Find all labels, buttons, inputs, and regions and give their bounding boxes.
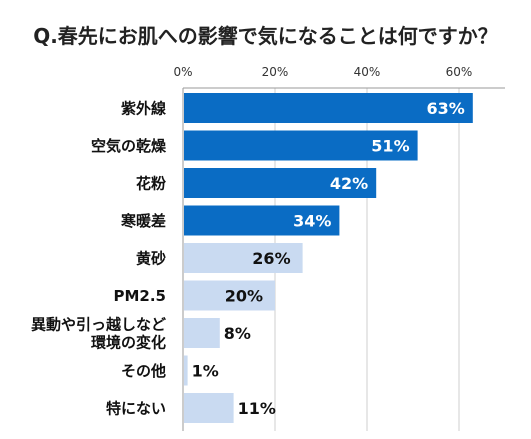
category-label: 空気の乾燥	[91, 137, 167, 155]
category-label: 花粉	[136, 175, 166, 193]
bar	[184, 205, 340, 236]
category-label: PM2.5	[114, 287, 167, 305]
data-label: 8%	[224, 324, 251, 343]
bar	[184, 243, 303, 273]
x-tick-label: 0%	[173, 65, 192, 79]
bar	[184, 355, 188, 386]
category-label: 紫外線	[121, 100, 166, 118]
data-label: 63%	[427, 99, 465, 118]
bar	[184, 130, 418, 161]
category-label: その他	[121, 362, 166, 380]
data-label: 11%	[238, 399, 276, 418]
data-label: 1%	[192, 362, 219, 381]
bar	[184, 280, 275, 311]
bar	[184, 393, 234, 423]
data-label: 34%	[293, 212, 331, 231]
data-label: 42%	[330, 174, 368, 193]
data-label: 51%	[371, 137, 409, 156]
category-label: 異動や引っ越しなど	[31, 316, 166, 334]
category-label: 寒暖差	[121, 212, 166, 230]
x-tick-label: 60%	[446, 65, 473, 79]
chart-title: Q.春先にお肌への影響で気になることは何ですか？	[33, 24, 498, 48]
category-label: 環境の変化	[91, 334, 166, 352]
bar	[184, 93, 473, 123]
x-tick-label: 40%	[354, 65, 381, 79]
x-tick-label: 20%	[262, 65, 289, 79]
category-label: 特にない	[106, 400, 166, 418]
bar	[184, 318, 220, 348]
bar	[184, 168, 377, 198]
data-label: 20%	[225, 287, 263, 306]
data-label: 26%	[252, 249, 290, 268]
category-label: 黄砂	[136, 250, 166, 268]
